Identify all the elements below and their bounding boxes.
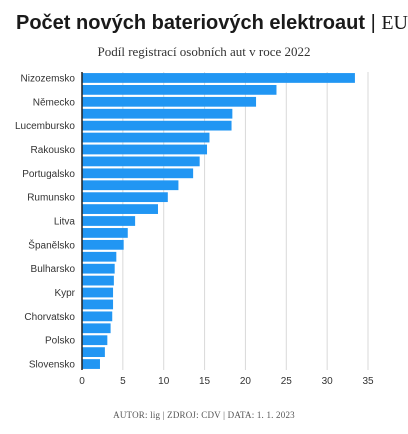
bar	[82, 168, 194, 179]
bar	[82, 192, 168, 203]
source-credit: AUTOR: lig | ZDROJ: CDV | DATA: 1. 1. 20…	[113, 410, 295, 420]
x-tick-label: 30	[322, 376, 334, 387]
bar	[82, 275, 114, 286]
bar	[82, 216, 136, 226]
bar	[82, 287, 114, 298]
x-tick-label: 35	[362, 376, 374, 387]
bar	[82, 84, 277, 95]
category-label: Nizozemsko	[21, 73, 76, 84]
bar	[82, 204, 158, 214]
category-label: Rumunsko	[27, 193, 75, 204]
chart-title: Počet nových bateriových elektroaut | EU	[16, 12, 408, 35]
chart-category-labels: Nizozemsko Německo Lucembursko Rakousko Port…	[15, 73, 76, 370]
bar	[82, 239, 124, 250]
bar	[82, 323, 111, 334]
title-region-tag: EU	[381, 12, 408, 34]
category-label: Chorvatsko	[24, 312, 75, 323]
category-label: Bulharsko	[31, 264, 76, 275]
bar	[82, 251, 117, 262]
category-label: Litva	[54, 217, 76, 228]
bar	[82, 156, 200, 167]
chart-bars	[82, 73, 355, 369]
bar	[82, 108, 233, 119]
bar	[82, 347, 105, 358]
category-label: Španělsko	[28, 238, 75, 251]
bar	[82, 144, 208, 155]
chart-x-axis-ticks: 0 5 10 15 20 25 30 35	[79, 376, 374, 387]
x-tick-label: 0	[79, 376, 85, 387]
bar	[82, 132, 210, 143]
chart-subtitle: Podíl registrací osobních aut v roce 202…	[97, 44, 311, 59]
bar	[82, 96, 257, 107]
bar	[82, 299, 114, 310]
bar	[82, 120, 232, 131]
category-label: Rakousko	[31, 145, 76, 156]
title-separator: |	[370, 12, 376, 34]
x-tick-label: 20	[240, 376, 252, 387]
bar	[82, 359, 100, 369]
x-tick-label: 5	[120, 376, 126, 387]
chart-title-text: Počet nových bateriových elektroaut	[16, 12, 366, 34]
category-label: Kypr	[54, 288, 75, 299]
bar	[82, 311, 113, 322]
x-tick-label: 25	[281, 376, 293, 387]
category-label: Německo	[33, 97, 76, 108]
bar	[82, 335, 108, 346]
x-tick-label: 10	[158, 376, 170, 387]
bar	[82, 228, 128, 238]
category-label: Slovensko	[29, 360, 76, 371]
bar	[82, 73, 355, 83]
category-label: Polsko	[45, 336, 75, 347]
x-tick-label: 15	[199, 376, 211, 387]
bar	[82, 263, 115, 274]
bar	[82, 180, 179, 191]
category-label: Portugalsko	[22, 169, 75, 180]
category-label: Lucembursko	[15, 121, 75, 132]
